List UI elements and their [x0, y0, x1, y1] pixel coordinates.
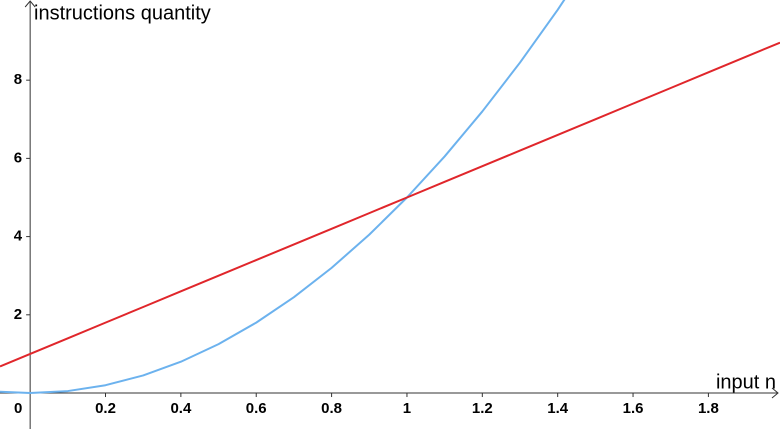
- y-tick-label: 4: [14, 228, 23, 245]
- x-tick-label: 0.2: [95, 400, 116, 417]
- y-axis-arrow: [24, 0, 36, 8]
- x-tick-label: 1.6: [623, 400, 644, 417]
- x-tick-label: 1.8: [698, 400, 719, 417]
- plot-area: [0, 0, 780, 395]
- series-line: [0, 41, 780, 368]
- x-tick-label: 1: [403, 400, 411, 417]
- x-tick-label: 0.4: [170, 400, 192, 417]
- x-tick-label: 0.6: [246, 400, 267, 417]
- series-line: [0, 0, 566, 395]
- y-tick-label: 2: [14, 306, 22, 323]
- x-tick-label: 0.8: [321, 400, 342, 417]
- y-tick-label: 6: [14, 149, 22, 166]
- y-axis-title: instructions quantity: [34, 2, 211, 24]
- x-tick-label: 0: [14, 400, 22, 417]
- x-axis-title: input n: [716, 371, 776, 393]
- y-tick-label: 8: [14, 71, 22, 88]
- x-tick-label: 1.4: [547, 400, 569, 417]
- x-tick-label: 1.2: [472, 400, 493, 417]
- x-axis-arrow: [771, 387, 779, 399]
